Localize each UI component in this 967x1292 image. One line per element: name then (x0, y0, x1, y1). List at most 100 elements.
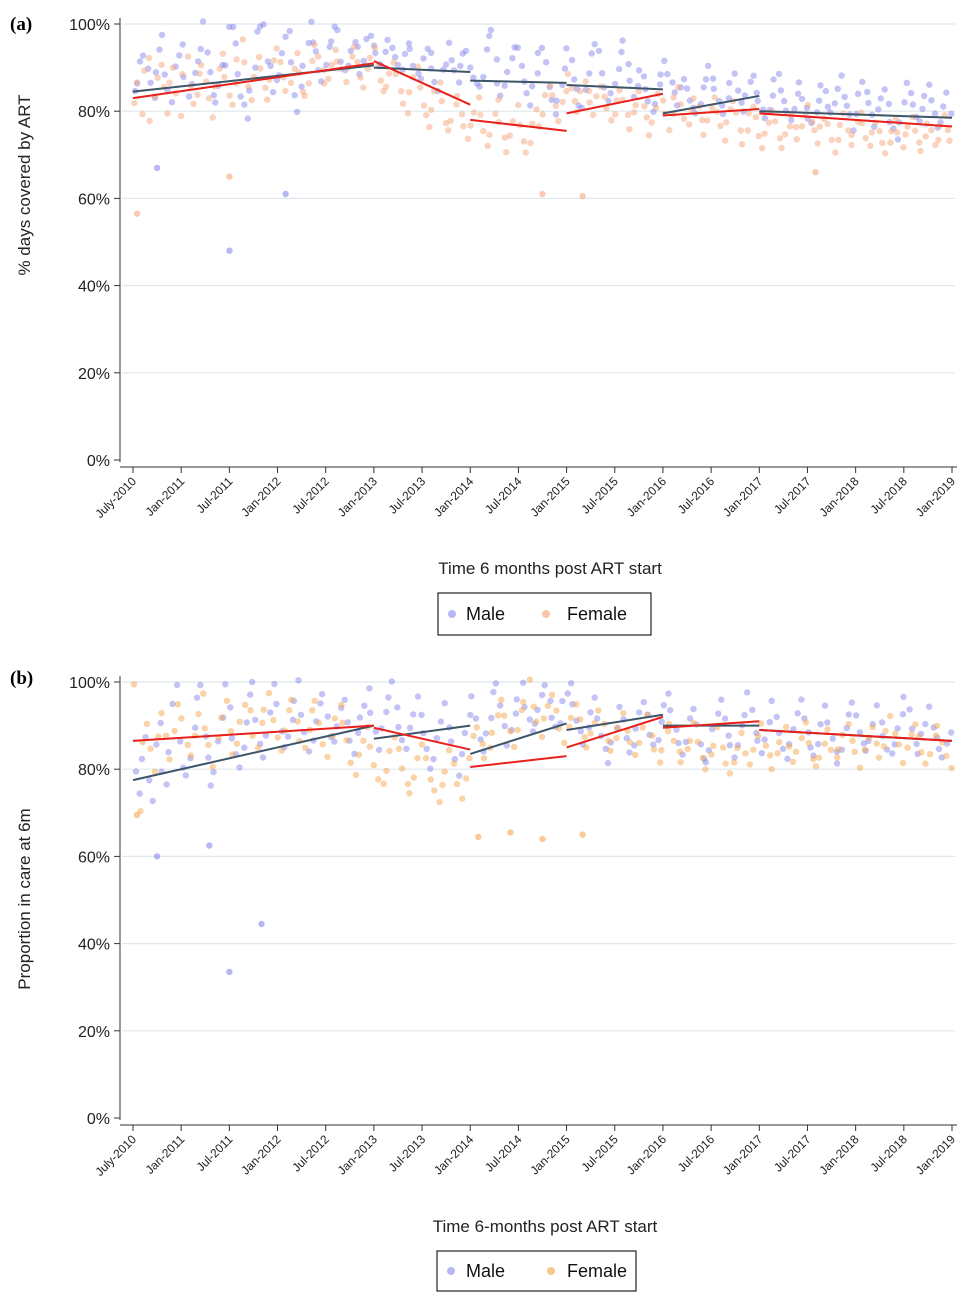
data-point-female (786, 743, 793, 750)
data-point-female (242, 701, 249, 709)
data-point-female (709, 105, 716, 112)
data-point-female (422, 755, 430, 762)
y-axis-b: 0% 20% 40% 60% 80% 100% (69, 675, 121, 1128)
data-point-male (563, 45, 570, 52)
data-point-female (768, 766, 775, 773)
data-point-female (869, 724, 876, 731)
data-point-female (620, 710, 627, 717)
data-point-male (286, 27, 293, 35)
outlier-point-female (133, 811, 141, 819)
data-point-female (922, 760, 929, 767)
data-point-male (226, 23, 233, 31)
data-point-female (325, 75, 332, 83)
fit-line-female (662, 720, 760, 729)
data-point-male (179, 41, 186, 48)
data-point-male (626, 77, 633, 84)
data-point-male (483, 46, 491, 53)
data-point-male (282, 33, 289, 40)
x-axis-a: July-2010 Jan-2011 Jul-2011 Jan-2012 Jul-201… (92, 466, 958, 521)
data-point-female (892, 730, 899, 737)
data-point-female (294, 718, 301, 725)
data-point-male (230, 23, 237, 31)
data-point-female (233, 740, 241, 747)
data-point-male (591, 41, 598, 48)
data-point-female (178, 715, 185, 722)
data-point-male (571, 76, 578, 83)
data-point-female (786, 123, 794, 130)
data-point-female (288, 696, 295, 703)
data-point-male (244, 115, 251, 122)
data-point-female (835, 746, 842, 753)
data-point-male (293, 108, 301, 116)
data-point-male (754, 97, 761, 105)
data-point-female (262, 84, 269, 92)
x-tick-label: Jan-2019 (913, 1132, 959, 1178)
data-point-male (894, 725, 901, 732)
data-point-female (309, 707, 316, 714)
data-point-female (247, 707, 254, 714)
data-point-male (673, 726, 680, 733)
data-point-male (487, 26, 495, 34)
data-point-male (462, 47, 470, 55)
data-point-female (539, 111, 546, 118)
data-point-male (372, 49, 379, 57)
data-point-male (403, 745, 410, 752)
data-point-male (821, 702, 829, 709)
legend-a: Male Female (437, 592, 652, 636)
fit-line-male (470, 79, 567, 84)
data-point-female (608, 117, 615, 124)
data-point-male (798, 95, 806, 103)
data-point-male (252, 716, 259, 724)
data-point-male (254, 28, 261, 35)
panel-label-a: (a) (10, 14, 32, 35)
data-point-male (885, 100, 893, 108)
data-point-female (894, 129, 901, 136)
data-point-female (726, 770, 734, 777)
data-point-female (887, 712, 894, 720)
data-point-female (221, 73, 228, 81)
data-point-male (344, 719, 351, 726)
data-point-female (375, 776, 382, 783)
data-point-female (398, 765, 406, 772)
data-point-male (709, 75, 717, 82)
data-point-male (385, 694, 392, 701)
data-point-female (200, 690, 207, 697)
data-point-female (530, 703, 537, 710)
data-point-male (656, 81, 664, 88)
data-point-female (154, 74, 161, 81)
fit-line-female (662, 108, 760, 117)
y-tick-label: 80% (78, 762, 110, 779)
data-point-female (677, 759, 684, 766)
data-point-female (226, 92, 233, 99)
outlier-point-male (153, 853, 161, 860)
data-point-male (726, 79, 733, 87)
legend-male-marker-b (447, 1267, 455, 1275)
data-point-male (704, 62, 712, 70)
data-point-female (360, 737, 367, 744)
data-point-male (458, 750, 466, 758)
data-point-female (827, 746, 835, 753)
data-point-female (544, 702, 552, 709)
data-point-female (256, 53, 263, 61)
data-point-male (470, 74, 477, 81)
data-point-male (138, 755, 146, 763)
data-point-female (294, 49, 301, 57)
data-point-female (645, 132, 653, 139)
data-point-female (227, 728, 235, 735)
data-point-female (343, 737, 350, 744)
data-point-male (877, 95, 884, 102)
data-point-male (906, 706, 913, 713)
data-point-male (317, 700, 324, 707)
data-point-female (239, 36, 246, 43)
data-point-female (782, 131, 789, 138)
data-point-female (577, 88, 584, 95)
data-point-male (916, 118, 923, 125)
data-point-male (588, 50, 595, 57)
data-point-female (613, 734, 620, 742)
data-point-male (236, 764, 243, 771)
data-point-female (812, 763, 820, 770)
data-point-female (616, 87, 623, 94)
data-point-female (700, 131, 707, 139)
data-point-female (177, 112, 185, 120)
data-point-female (593, 93, 600, 100)
